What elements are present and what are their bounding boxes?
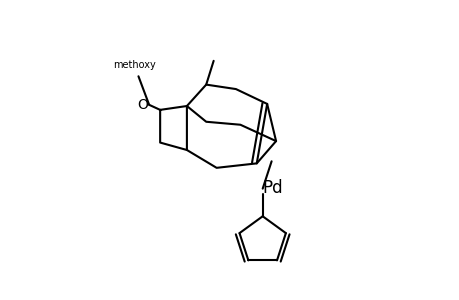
Text: methoxy: methoxy <box>112 60 155 70</box>
Text: O: O <box>137 98 148 112</box>
Text: Pd: Pd <box>261 179 282 197</box>
